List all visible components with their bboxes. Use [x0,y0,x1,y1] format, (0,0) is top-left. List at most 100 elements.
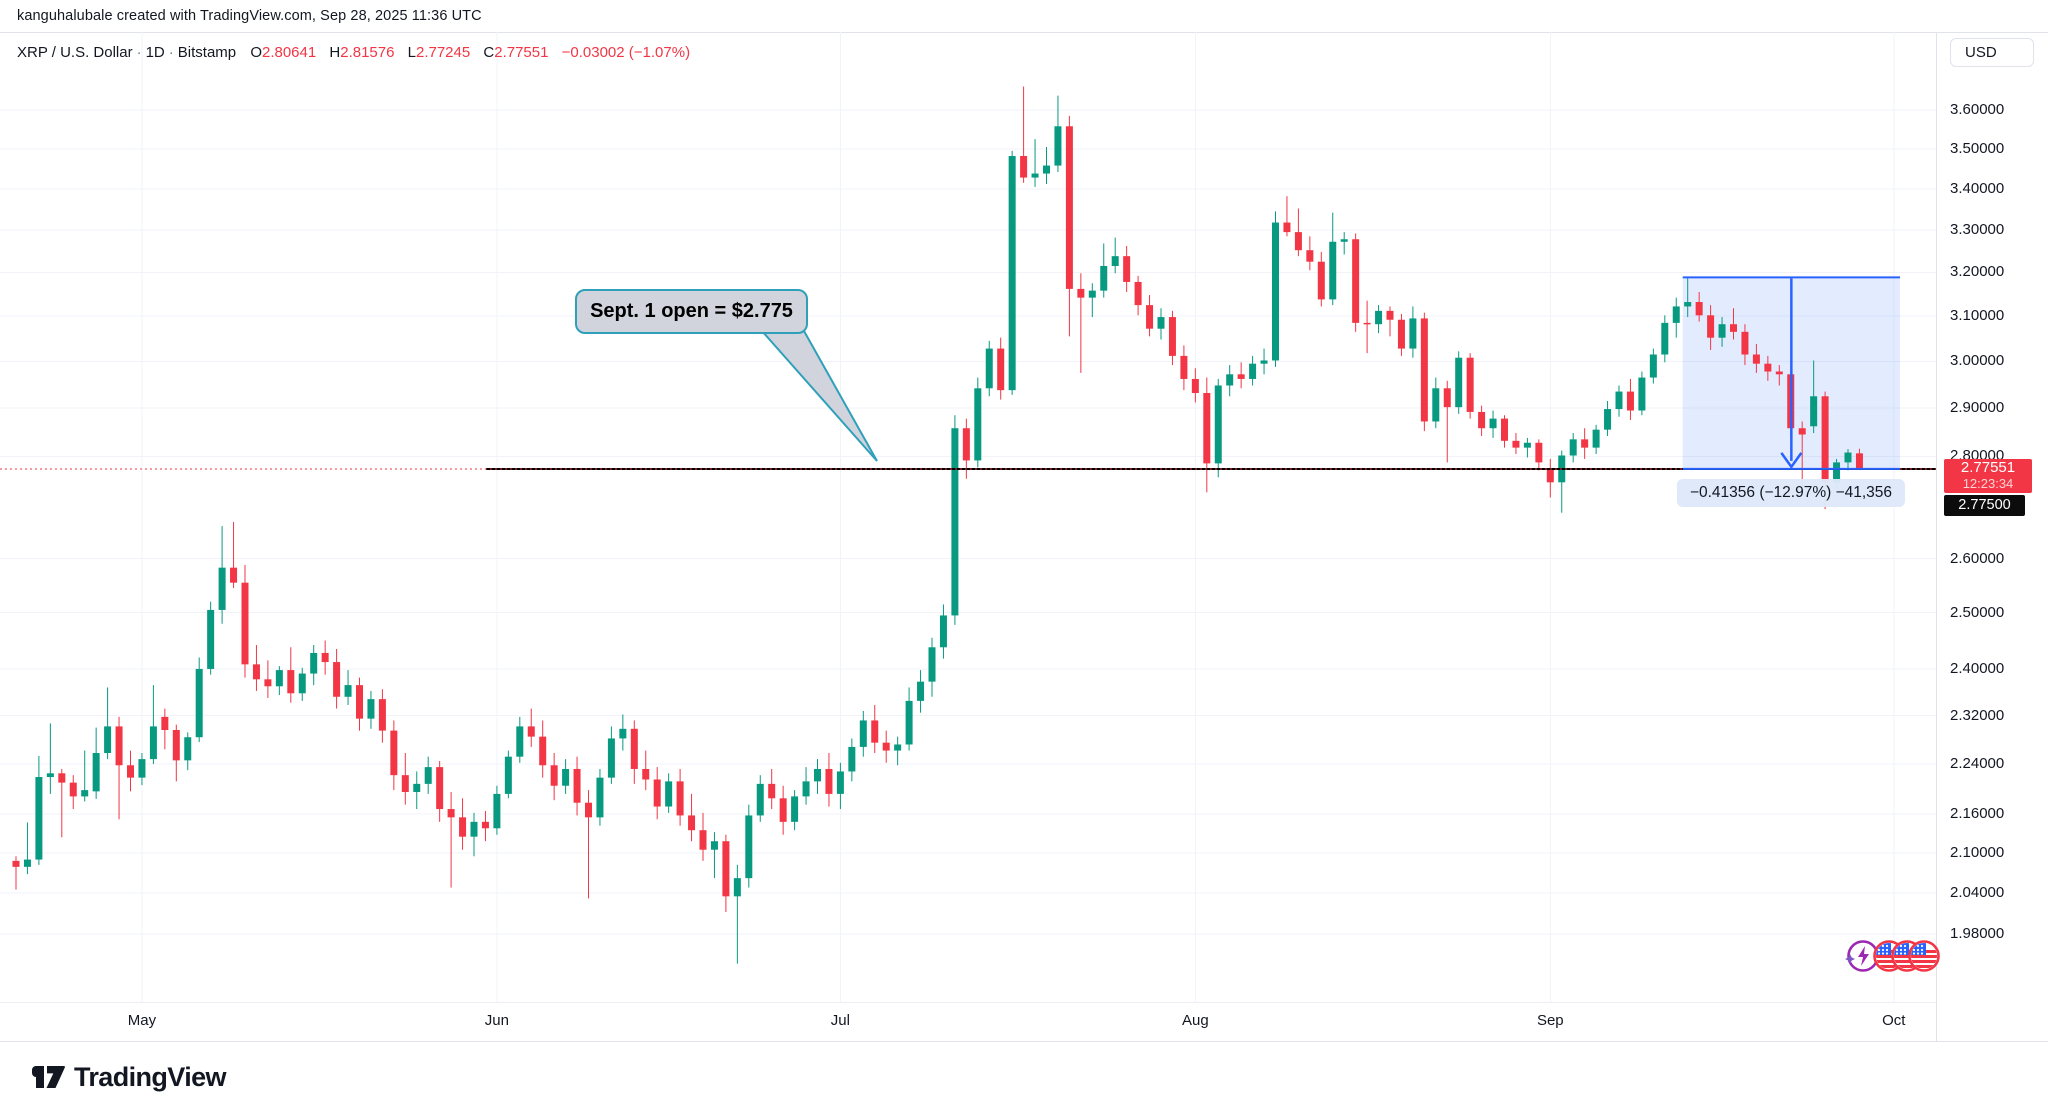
candle [1672,306,1680,323]
exchange-label[interactable]: Bitstamp [177,44,237,61]
candle [1455,357,1463,408]
candle [1397,319,1405,349]
price-axis-label: 3.00000 [1950,352,2005,370]
candle [596,777,604,818]
candle [138,759,146,778]
candle [562,768,570,786]
candle [1535,442,1543,463]
candle [1020,156,1028,178]
candle [939,615,947,648]
candle [1512,440,1520,448]
candle [1146,305,1154,329]
candle [1363,322,1371,325]
legend-separator: · [136,44,142,61]
price-axis-label: 3.30000 [1950,221,2005,239]
time-axis-divider [0,1002,1936,1003]
candle [481,821,489,829]
candle [894,744,902,751]
annotation-pointer[interactable] [759,330,878,462]
candle [1203,392,1211,464]
candle [653,779,661,807]
candle [550,765,558,786]
candle [1249,363,1257,379]
candle [1581,439,1589,448]
candle [985,348,993,389]
symbol-legend[interactable]: XRP / U.S. Dollar · 1D · Bitstamp O2.80641 H… [17,44,690,61]
candle [356,685,363,719]
candle [1077,288,1085,298]
candle [1168,317,1176,356]
low-value: 2.77245 [415,44,471,61]
measure-tool-label[interactable]: −0.41356 (−12.97%) −41,356 [1676,479,1906,507]
candle [218,567,226,610]
candle [344,685,352,697]
candle [264,679,272,687]
candle [424,767,432,784]
candle [1157,317,1165,329]
candle [539,736,547,766]
gridlines [0,32,1936,1002]
candle [905,700,913,745]
price-range-tool[interactable] [1682,276,1900,470]
candle [104,726,112,754]
candle [172,730,180,761]
candle [722,841,730,897]
callout-annotation[interactable]: Sept. 1 open = $2.775 [575,289,808,334]
candle [768,783,776,799]
candle [378,699,386,731]
bottom-divider [0,1041,2048,1042]
time-axis-label: Oct [1882,1012,1906,1029]
candle [848,746,856,772]
candle [1260,360,1268,364]
candle [1707,315,1715,338]
candle [447,809,455,818]
candle [1306,250,1314,262]
candle [504,756,512,794]
open-label: O [250,44,262,61]
candle [1501,418,1508,441]
candle [688,815,696,831]
symbol-title[interactable]: XRP / U.S. Dollar [17,44,133,61]
candle [161,716,169,731]
event-marker-icons[interactable] [1843,936,1943,976]
price-axis-divider [1936,32,1937,1041]
candle [1043,165,1050,174]
candle [493,793,501,829]
time-axis-label: Aug [1181,1012,1209,1029]
candle [962,428,970,461]
candle [791,796,799,822]
candle [802,781,810,797]
currency-button[interactable]: USD [1950,38,2034,67]
candle [459,817,467,837]
candle [1775,371,1783,375]
tradingview-logo-icon [32,1066,65,1088]
candle [573,768,581,803]
candle [1352,239,1360,323]
candle [1798,428,1806,435]
price-axis-label: 2.10000 [1950,843,2005,861]
candle [1764,363,1772,372]
us-flag-icon[interactable] [1910,942,1939,971]
candle [779,798,787,822]
candle [1226,374,1234,386]
candle [298,673,306,694]
candle [928,647,936,682]
candle [1684,302,1692,307]
change-value: −0.03002 (−1.07%) [561,44,691,61]
top-divider [0,32,2048,33]
candle [127,765,134,778]
candle [527,726,535,737]
candle [401,775,409,793]
boost-lightning-icon[interactable] [1845,940,1879,972]
candle [115,726,123,766]
candle [1054,126,1062,166]
legend-separator: · [168,44,174,61]
candle [745,815,753,879]
candle [1604,409,1612,430]
candle [1489,418,1497,429]
tradingview-logo[interactable]: TradingView [30,1062,227,1093]
candle [1741,331,1749,355]
close-label: C [483,44,495,61]
interval-label[interactable]: 1D [145,44,165,61]
